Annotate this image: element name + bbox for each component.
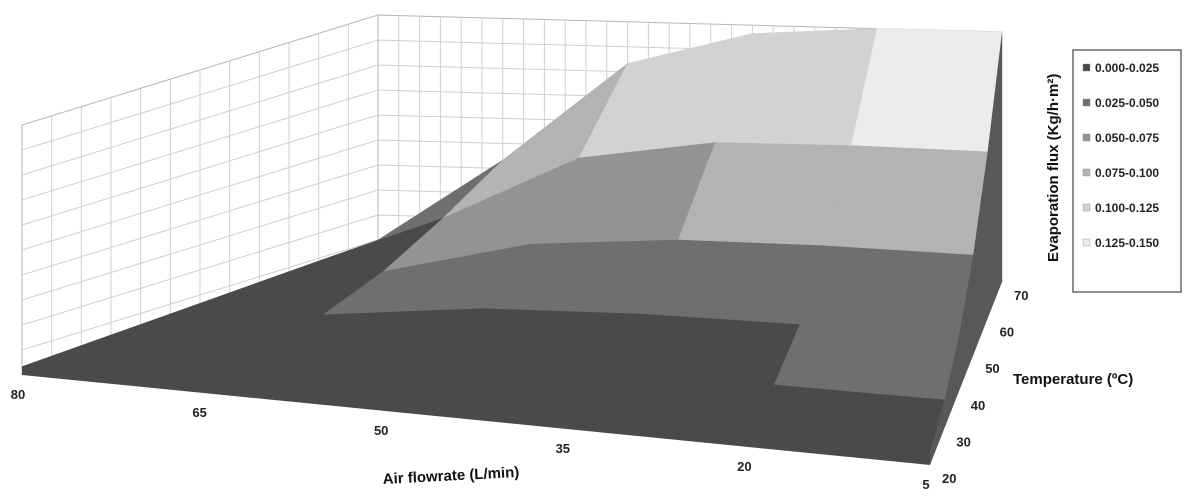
legend-swatch [1082, 63, 1091, 72]
y-tick-label: 40 [971, 398, 985, 413]
z-axis-title: Evaporation flux (Kg/h·m²) [1045, 74, 1062, 262]
x-tick-label: 80 [11, 387, 25, 402]
y-axis-title: Temperature (ºC) [1013, 371, 1133, 388]
y-tick-label: 20 [942, 471, 956, 486]
legend-label: 0.025-0.050 [1095, 96, 1159, 110]
axis-ticks: 80 65 50 35 20 5 20 30 40 50 60 70 [11, 288, 1029, 492]
legend-label: 0.000-0.025 [1095, 61, 1159, 75]
surface-right-edge [930, 32, 1002, 465]
legend-swatch [1082, 133, 1091, 142]
x-tick-label: 65 [192, 405, 206, 420]
legend-box [1072, 49, 1182, 293]
legend-swatch [1082, 238, 1091, 247]
y-tick-label: 70 [1014, 288, 1028, 303]
legend-label: 0.075-0.100 [1095, 166, 1159, 180]
y-tick-label: 30 [956, 434, 970, 449]
x-tick-label: 50 [374, 423, 388, 438]
x-tick-label: 20 [737, 459, 751, 474]
x-tick-label: 35 [556, 441, 570, 456]
y-tick-label: 60 [1000, 325, 1014, 340]
surface-cell [825, 145, 988, 256]
y-tick-label: 50 [985, 361, 999, 376]
surface-front-edge [22, 366, 930, 465]
legend-label: 0.100-0.125 [1095, 201, 1159, 215]
legend-label: 0.125-0.150 [1095, 236, 1159, 250]
legend-label: 0.050-0.075 [1095, 131, 1159, 145]
legend: 0.000-0.025 0.025-0.050 0.050-0.075 0.075-0… [1072, 49, 1182, 293]
legend-swatch [1082, 98, 1091, 107]
x-axis-title: Air flowrate (L/min) [382, 464, 519, 488]
surface [21, 28, 1003, 465]
x-tick-label: 5 [922, 477, 929, 492]
surface-cell [851, 28, 1003, 153]
surface-cell [799, 245, 974, 338]
legend-swatch [1082, 203, 1091, 212]
legend-swatch [1082, 168, 1091, 177]
